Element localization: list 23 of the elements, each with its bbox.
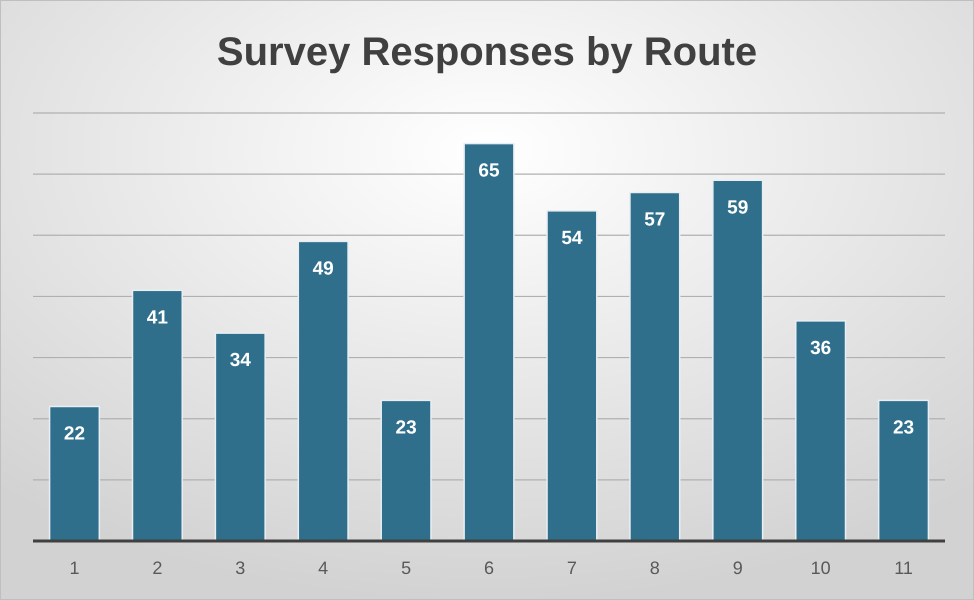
x-tick-label: 1 bbox=[69, 558, 80, 578]
x-tick-label: 8 bbox=[650, 558, 660, 578]
data-label: 65 bbox=[478, 160, 500, 182]
data-label: 49 bbox=[312, 258, 334, 280]
data-label: 23 bbox=[396, 417, 417, 438]
x-tick-label: 7 bbox=[566, 558, 577, 578]
x-tick-label: 2 bbox=[152, 558, 162, 578]
x-tick-label: 4 bbox=[318, 558, 328, 578]
data-label: 22 bbox=[64, 423, 86, 444]
x-tick-label: 5 bbox=[401, 558, 412, 578]
data-label: 36 bbox=[810, 338, 832, 359]
x-tick-label: 6 bbox=[484, 558, 494, 578]
data-label: 57 bbox=[644, 209, 666, 230]
data-label: 41 bbox=[146, 307, 168, 328]
x-tick-label: 10 bbox=[810, 558, 831, 578]
data-label: 23 bbox=[892, 417, 914, 438]
x-tick-label: 9 bbox=[732, 558, 743, 578]
chart-title: Survey Responses by Route bbox=[216, 30, 758, 74]
data-label: 54 bbox=[561, 228, 583, 249]
x-tick-label: 11 bbox=[894, 558, 913, 578]
data-label: 59 bbox=[727, 197, 748, 218]
x-tick-label: 3 bbox=[235, 558, 246, 578]
data-label: 34 bbox=[230, 350, 252, 372]
